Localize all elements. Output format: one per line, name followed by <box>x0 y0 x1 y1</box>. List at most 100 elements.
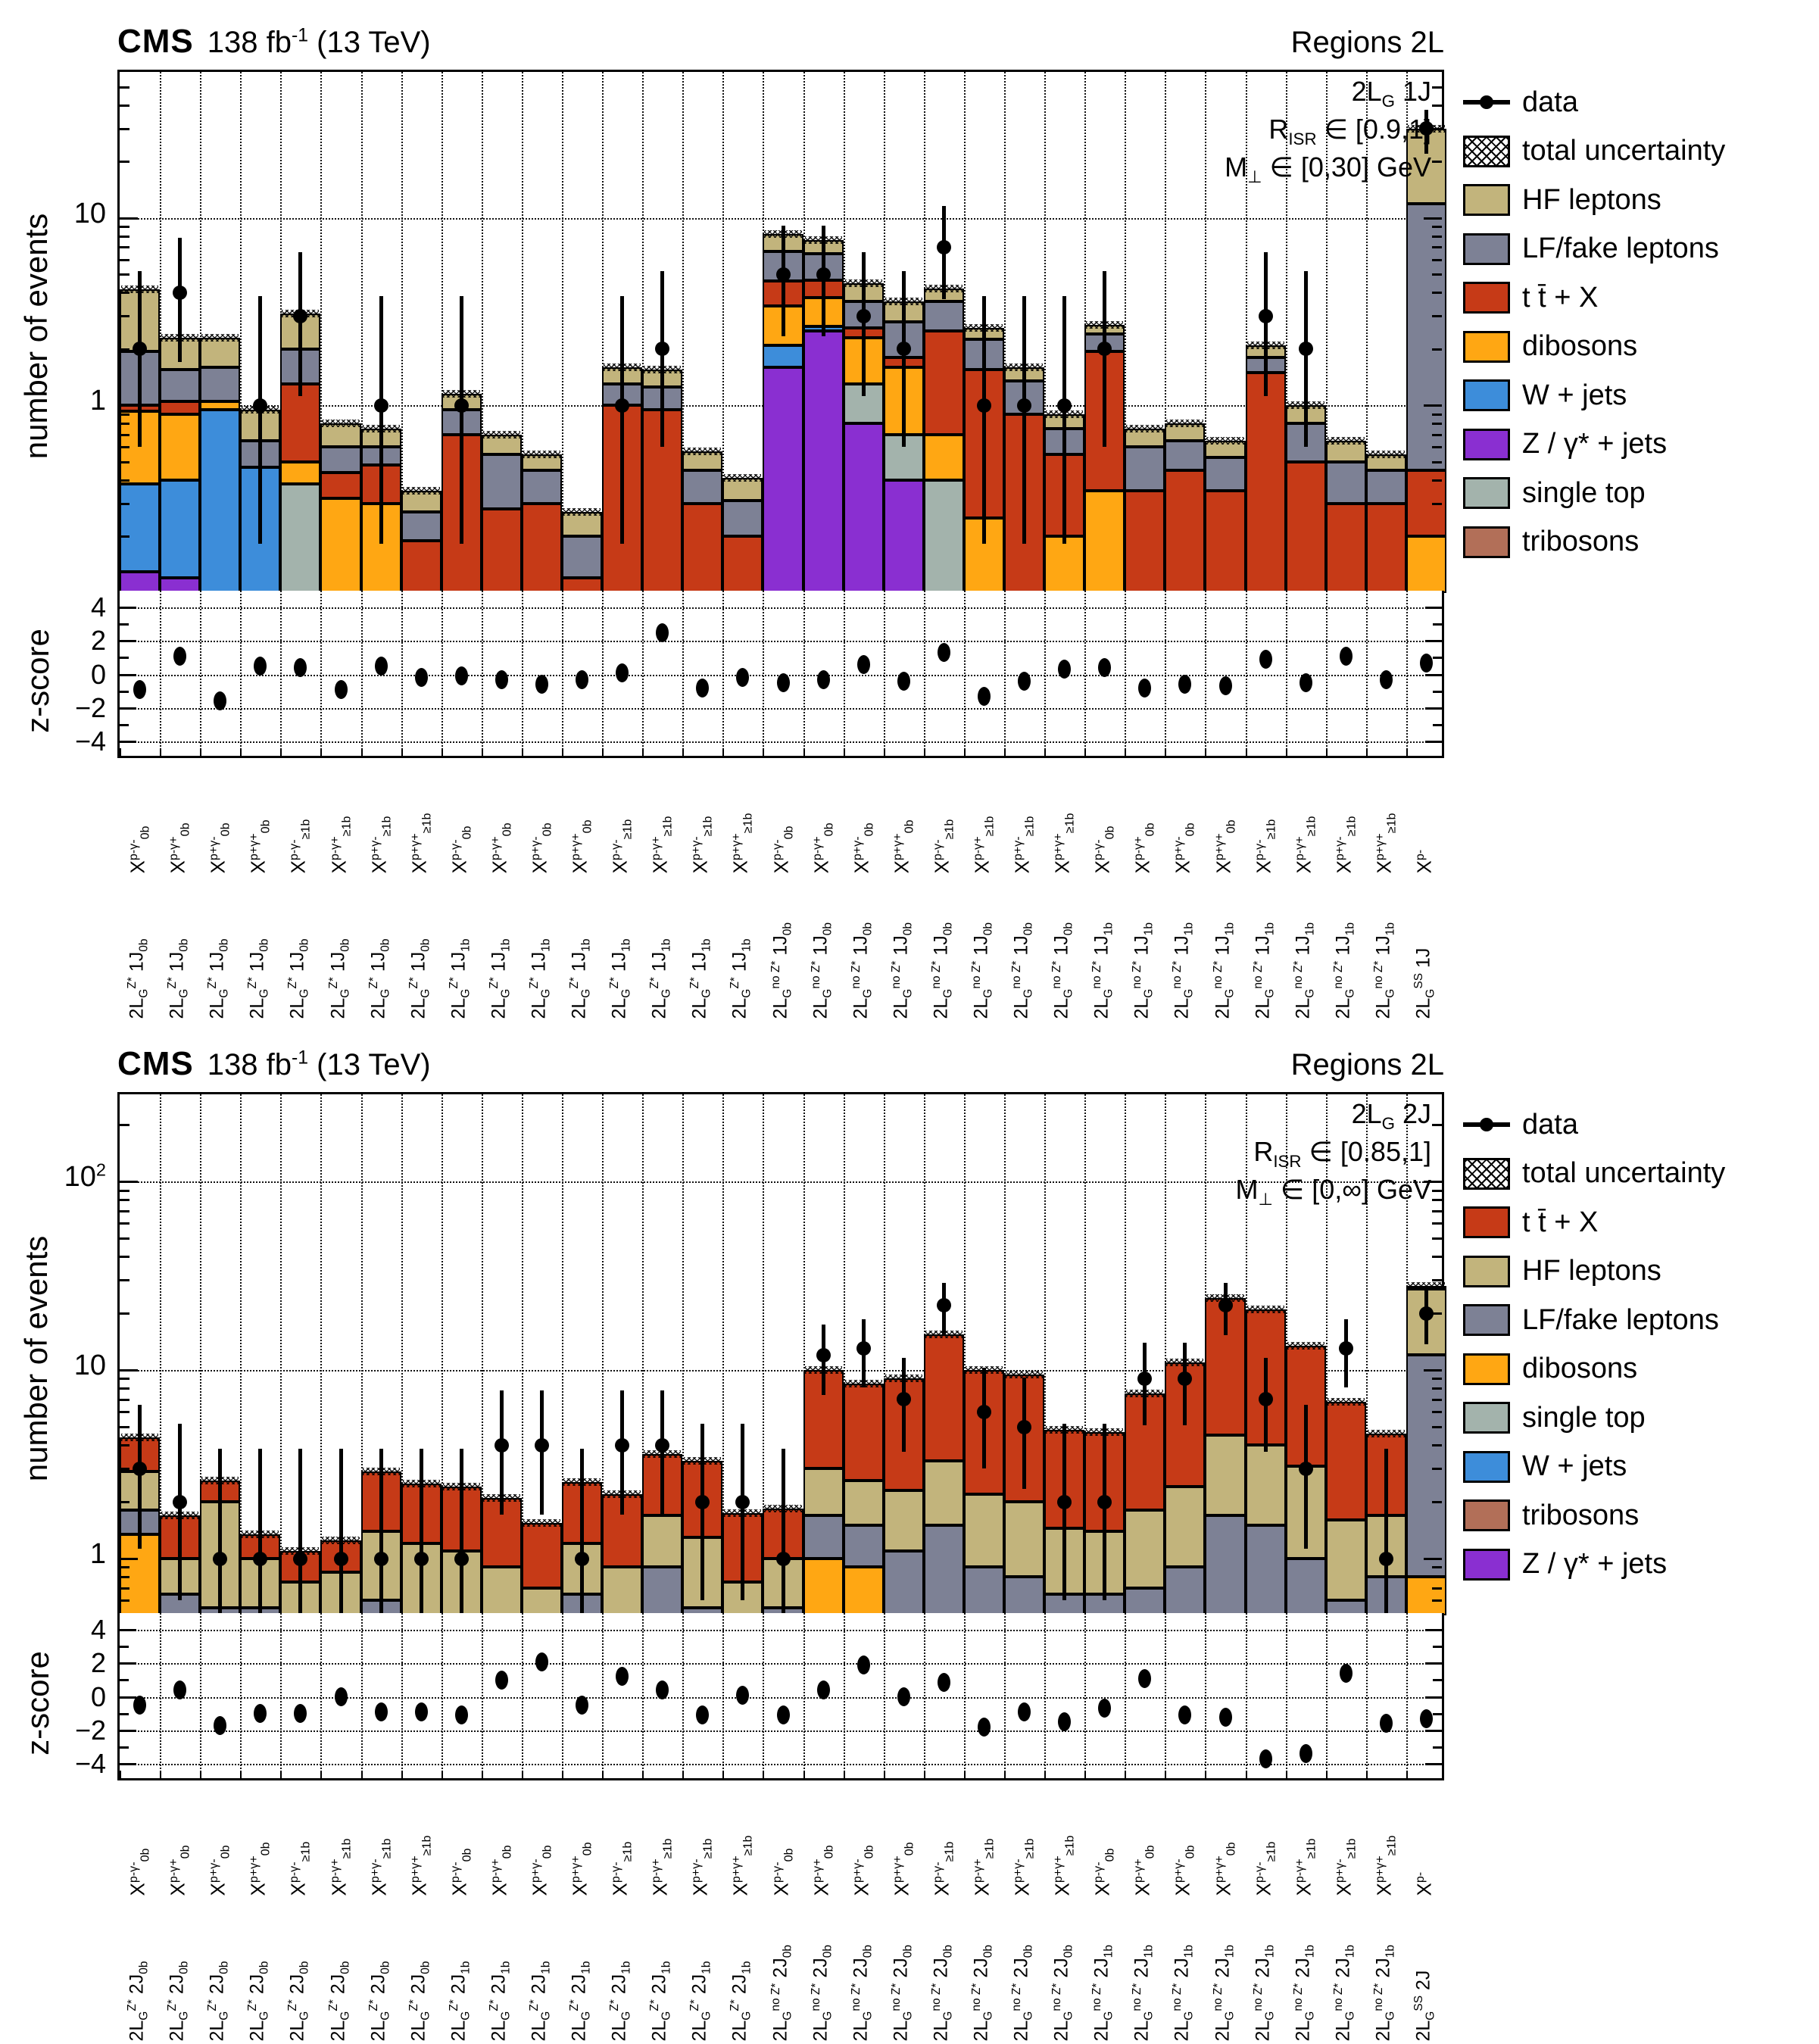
legend-swatch-hf <box>1463 184 1510 216</box>
legend-swatch-hf <box>1463 1255 1510 1287</box>
bar-segment-lf <box>923 301 964 331</box>
x-region-label: 2LGZ* 2J0b <box>126 1961 151 2041</box>
uncertainty-band <box>724 474 762 482</box>
bar-segment-db <box>843 1567 884 1615</box>
y-tick <box>1432 86 1442 89</box>
x-tick-label: Xp+γ+0b <box>890 819 916 873</box>
vertical-gridline <box>722 72 725 588</box>
x-tick <box>240 1771 242 1778</box>
zscore-gridline <box>120 1630 1442 1632</box>
y-tick <box>1432 479 1442 482</box>
bar-segment-lf <box>562 536 603 579</box>
zscore-point <box>897 671 910 691</box>
zscore-point <box>1058 660 1072 679</box>
y-tick <box>1432 1426 1442 1429</box>
x-tick-label: Xp+γ-0b <box>1171 822 1198 873</box>
vertical-gridline <box>602 591 604 756</box>
bar-segment-tt <box>481 509 522 593</box>
x-region-label: 2LGZ* 1J1b <box>528 938 553 1019</box>
x-tick-label: Xp+γ+0b <box>568 819 594 873</box>
bar-segment-tt <box>521 503 562 593</box>
bar-segment-lf <box>642 1567 683 1615</box>
uncertainty-band <box>1327 1397 1365 1406</box>
data-error-bar <box>298 252 303 396</box>
y-tick <box>120 127 129 130</box>
annotation-mperp: M⊥ ∈ [0,30] GeV <box>1225 151 1431 187</box>
x-tick-label: Xp-γ+0b <box>810 822 836 873</box>
data-error-bar <box>580 1449 585 1614</box>
data-point <box>373 398 388 413</box>
legend-swatch-zj <box>1463 1548 1510 1581</box>
data-error-bar <box>1022 296 1027 545</box>
legend-swatch-wj <box>1463 1450 1510 1483</box>
vertical-gridline <box>722 591 725 756</box>
vertical-gridline <box>1044 591 1047 756</box>
data-error-bar <box>781 1449 785 1614</box>
x-region-label: 2LGno Z* 2J0b <box>849 1944 875 2041</box>
x-tick-label: Xp+γ+0b <box>1212 1841 1238 1896</box>
data-error-bar <box>178 1423 183 1601</box>
vertical-gridline <box>1004 1094 1006 1611</box>
zscore-point <box>1058 1712 1072 1732</box>
bar-segment-lf <box>1004 1577 1045 1615</box>
vertical-gridline <box>1406 591 1408 756</box>
zscore-gridline <box>120 707 1442 710</box>
x-region-label: 2LGZ* 2J0b <box>367 1961 392 2041</box>
y-tick <box>1432 1411 1442 1414</box>
x-region-label: 2LGZ* 1J0b <box>407 938 432 1019</box>
z-tick <box>1433 657 1442 660</box>
y-tick <box>120 404 138 407</box>
x-region-label: 2LGno Z* 1J1b <box>1372 922 1397 1019</box>
x-tick <box>763 1771 765 1778</box>
y-tick <box>120 1566 129 1569</box>
x-region-label: 2LGno Z* 1J0b <box>849 922 875 1019</box>
zscore-point <box>1379 669 1393 689</box>
zscore-point <box>334 679 348 699</box>
x-region-label: 2LGZ* 1J0b <box>206 938 231 1019</box>
legend-swatch-lf <box>1463 1304 1510 1336</box>
vertical-gridline <box>1205 591 1207 756</box>
data-error-bar <box>539 1390 544 1515</box>
x-tick-label: Xp+γ+≥1b <box>407 1835 434 1896</box>
bar-segment-db <box>320 498 361 593</box>
x-tick-label: Xp+γ-0b <box>528 1844 554 1896</box>
z-tick <box>120 1629 136 1632</box>
vertical-gridline <box>521 1613 523 1778</box>
y-tick <box>1432 273 1442 276</box>
x-tick <box>1084 748 1087 756</box>
y-tick <box>120 104 129 107</box>
zscore-point <box>254 1704 267 1724</box>
zscore-point <box>1259 1749 1272 1768</box>
vertical-gridline <box>602 1613 604 1778</box>
x-region-label: 2LGno Z* 1J1b <box>1131 922 1156 1019</box>
legend-item-st: single top <box>1463 1400 1646 1435</box>
x-tick-label: Xp+γ-0b <box>850 1844 876 1896</box>
x-tick-label: Xp-γ+0b <box>166 1844 192 1896</box>
uncertainty-band <box>684 447 722 455</box>
y-tick-label: 1 <box>89 1538 106 1571</box>
bar-segment-tt <box>280 384 321 462</box>
vertical-gridline <box>1004 591 1006 756</box>
data-error-bar <box>218 1449 223 1614</box>
zscore-point <box>856 654 870 674</box>
x-region-label: 2LGno Z* 1J0b <box>1050 922 1075 1019</box>
bar-segment-tt <box>843 1383 884 1481</box>
data-point <box>856 308 871 323</box>
data-point <box>615 1437 630 1453</box>
uncertainty-band <box>1407 1281 1445 1290</box>
y-tick <box>1432 1444 1442 1447</box>
data-point <box>1057 1494 1072 1509</box>
vertical-gridline <box>1125 72 1127 588</box>
vertical-gridline <box>923 591 925 756</box>
x-tick-label: Xp-γ+0b <box>488 822 514 873</box>
zscore-point <box>214 1715 227 1735</box>
vertical-gridline <box>1044 1094 1047 1611</box>
legend-label: Z / γ* + jets <box>1522 428 1668 460</box>
data-error-bar <box>620 1390 625 1515</box>
zscore-point <box>495 1670 508 1690</box>
x-region-label: 2LGZ* 1J0b <box>166 938 191 1019</box>
x-tick-label: Xp+γ-≥1b <box>1332 816 1359 873</box>
uncertainty-band <box>1327 436 1365 445</box>
vertical-gridline <box>602 1094 604 1611</box>
y-tick <box>120 446 129 449</box>
